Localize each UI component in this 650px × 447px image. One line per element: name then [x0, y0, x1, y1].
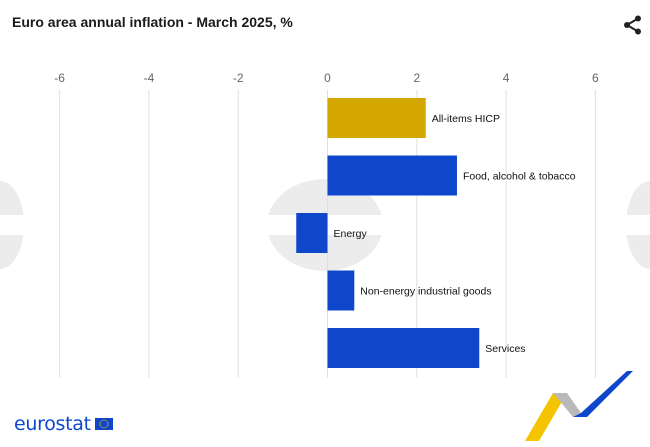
decorative-ribbon — [525, 371, 633, 441]
logo-text: eurostat — [14, 413, 91, 435]
x-tick-label: 0 — [324, 71, 331, 85]
eurostat-logo: eurostat — [14, 413, 113, 435]
bar[interactable] — [296, 213, 328, 253]
share-icon[interactable] — [622, 14, 644, 36]
x-tick-label: 6 — [592, 71, 599, 85]
x-tick-label: 4 — [503, 71, 510, 85]
category-label: Energy — [334, 228, 368, 240]
x-tick-label: -6 — [54, 71, 65, 85]
x-tick-label: 2 — [413, 71, 420, 85]
watermark-left — [0, 181, 24, 269]
bar[interactable] — [327, 328, 480, 368]
bar[interactable] — [327, 98, 426, 138]
x-tick-label: -4 — [144, 71, 155, 85]
category-label: All-items HICP — [432, 113, 500, 125]
category-label: Non-energy industrial goods — [360, 286, 491, 298]
category-label: Food, alcohol & tobacco — [463, 171, 576, 183]
bar[interactable] — [327, 155, 457, 196]
eu-flag-icon — [94, 418, 113, 430]
x-tick-label: -2 — [233, 71, 244, 85]
bar[interactable] — [327, 270, 355, 311]
category-label: Services — [485, 343, 525, 355]
chart-title: Euro area annual inflation - March 2025,… — [12, 14, 293, 30]
watermark-right — [626, 181, 650, 269]
